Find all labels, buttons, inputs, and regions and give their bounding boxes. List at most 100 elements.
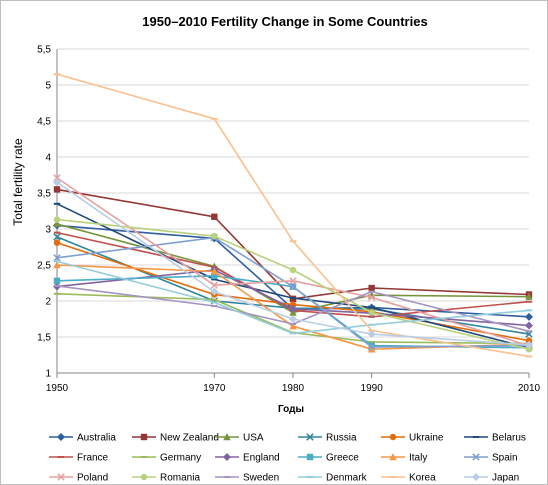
y-tick-label: 1,5	[37, 333, 51, 344]
data-point	[53, 292, 61, 295]
data-point	[289, 323, 297, 326]
y-tick-label: 1	[45, 369, 51, 380]
data-point	[289, 297, 297, 300]
legend-marker	[223, 433, 231, 441]
legend-item: Belarus	[464, 433, 526, 444]
legend-marker	[389, 453, 397, 461]
data-point	[53, 239, 61, 246]
data-point	[53, 202, 61, 205]
legend-label: Sweden	[243, 473, 279, 484]
legend-marker	[306, 433, 314, 441]
marker-stroke	[472, 453, 480, 461]
data-point	[367, 343, 376, 351]
legend-label: Romania	[160, 473, 200, 484]
data-point	[289, 332, 297, 335]
legend-label: Australia	[77, 433, 116, 444]
data-point	[53, 231, 61, 234]
legend-label: Italy	[409, 453, 427, 464]
legend-marker	[140, 473, 148, 481]
legend: Australia New Zealand USA Russia Ukraine Bela…	[49, 433, 526, 484]
legend-item: Russia	[298, 433, 357, 444]
data-point	[368, 341, 375, 344]
data-point	[289, 240, 297, 243]
legend-item: Sweden	[215, 473, 279, 484]
series-line	[56, 188, 530, 300]
data-point	[53, 233, 61, 241]
legend-label: Germany	[160, 453, 201, 464]
y-tick-label: 2	[45, 297, 51, 308]
legend-label: Japan	[492, 473, 519, 484]
data-point	[53, 174, 61, 182]
data-point	[289, 301, 297, 308]
x-tick-label: 1980	[282, 383, 305, 394]
legend-label: Russia	[326, 433, 357, 444]
data-point	[368, 290, 375, 293]
legend-item: USA	[215, 433, 264, 444]
legend-label: Korea	[409, 473, 436, 484]
x-tick-label: 1950	[46, 383, 69, 394]
chart-title: 1950–2010 Fertility Change in Some Count…	[142, 14, 427, 29]
marker-stroke	[53, 233, 61, 241]
series-japan	[53, 178, 533, 349]
x-tick-label: 1970	[203, 383, 226, 394]
legend-item: Ukraine	[381, 433, 444, 444]
legend-item: Japan	[464, 473, 519, 484]
y-tick-label: 4	[45, 153, 51, 164]
data-point	[289, 277, 297, 285]
x-tick-label: 1990	[361, 383, 384, 394]
y-tick-label: 5,5	[37, 45, 51, 56]
data-point	[367, 345, 376, 353]
data-point	[211, 278, 218, 281]
data-point	[525, 340, 533, 349]
data-point	[368, 284, 375, 292]
data-point	[211, 233, 218, 240]
y-tick-label: 3,5	[37, 189, 51, 200]
data-point	[53, 219, 61, 228]
legend-label: Spain	[492, 453, 518, 464]
legend-marker	[223, 453, 231, 461]
legend-label: Ukraine	[409, 433, 444, 444]
grid	[57, 48, 529, 374]
data-point	[289, 322, 297, 330]
data-point	[210, 267, 219, 275]
marker-stroke	[53, 174, 61, 182]
legend-item: Denmark	[298, 473, 368, 484]
data-point	[289, 282, 297, 291]
legend-label: New Zealand	[160, 433, 219, 444]
data-point	[367, 330, 376, 339]
legend-marker	[389, 476, 397, 478]
legend-label: England	[243, 453, 280, 464]
data-point	[368, 323, 375, 326]
marker-stroke	[367, 293, 376, 302]
series-group	[53, 73, 533, 358]
y-tick-label: 3	[45, 225, 51, 236]
legend-item: Poland	[49, 473, 108, 484]
data-point	[525, 292, 533, 300]
legend-label: Belarus	[492, 433, 526, 444]
legend-item: Korea	[381, 473, 436, 484]
data-point	[53, 254, 61, 262]
data-point	[368, 306, 375, 309]
y-tick-label: 5	[45, 81, 51, 92]
data-point	[53, 186, 61, 193]
data-point	[211, 117, 218, 120]
data-point	[525, 346, 533, 353]
data-point	[211, 272, 218, 279]
legend-item: Italy	[381, 453, 427, 464]
data-point	[211, 213, 218, 220]
y-tick-label: 4,5	[37, 117, 51, 128]
legend-marker	[140, 456, 148, 458]
data-point	[53, 73, 61, 76]
legend-item: Spain	[464, 453, 518, 464]
legend-item: England	[215, 453, 280, 464]
data-point	[525, 355, 533, 358]
series-romania	[53, 216, 533, 353]
legend-marker	[472, 453, 480, 461]
data-point	[368, 309, 375, 316]
data-point	[525, 312, 533, 321]
legend-item: Australia	[49, 433, 116, 444]
legend-marker	[306, 453, 314, 461]
legend-marker	[472, 473, 480, 481]
marker-stroke	[289, 282, 297, 291]
